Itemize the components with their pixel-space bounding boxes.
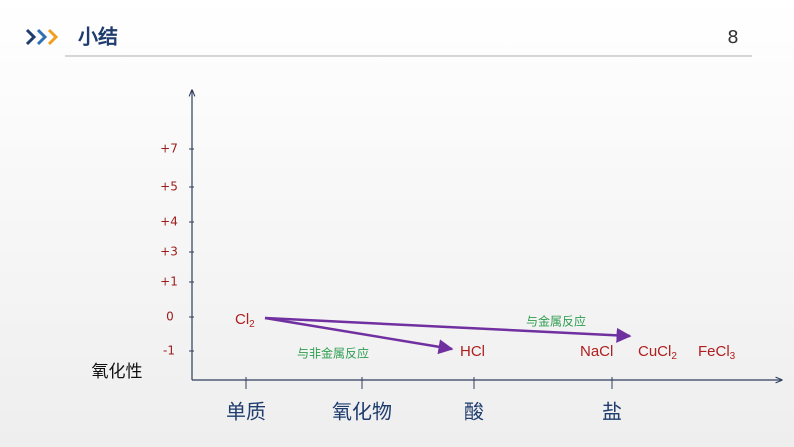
species-sub: 3	[730, 351, 736, 362]
title: 小结	[78, 25, 118, 49]
species-sub: 2	[671, 351, 677, 362]
species-sub: 2	[249, 319, 255, 330]
category-label: 盐	[602, 400, 622, 424]
y-tick-label: +5	[160, 180, 178, 194]
species: FeCl3	[698, 343, 736, 362]
y-tick-label: +4	[160, 215, 178, 229]
y-tick-label: 0	[166, 310, 174, 324]
x-ticks	[245, 377, 613, 389]
y-tick-label: +3	[160, 245, 178, 259]
species-text: HCl	[460, 343, 485, 360]
category-label: 单质	[226, 400, 266, 424]
species-text: CuCl	[638, 343, 671, 360]
species: NaCl	[580, 343, 613, 360]
y-axis-label: 氧化性	[92, 362, 143, 382]
arrow	[264, 316, 454, 355]
species: CuCl2	[638, 343, 677, 362]
species: Cl2	[235, 311, 255, 330]
page-number: 8	[727, 27, 738, 48]
species: HCl	[460, 343, 485, 360]
y-tick-label: +7	[160, 142, 178, 156]
y-ticks	[189, 148, 194, 352]
category-label: 酸	[464, 400, 484, 424]
arrow	[264, 316, 632, 343]
species-text: Cl	[235, 311, 249, 328]
chevrons	[25, 28, 59, 46]
category-label: 氧化物	[332, 400, 392, 424]
species-text: NaCl	[580, 343, 613, 360]
y-tick-label: -1	[163, 344, 175, 358]
arrow-label: 与非金属反应	[297, 346, 369, 361]
y-tick-label: +1	[160, 275, 178, 289]
arrow-label: 与金属反应	[526, 314, 586, 329]
species-text: FeCl	[698, 343, 730, 360]
